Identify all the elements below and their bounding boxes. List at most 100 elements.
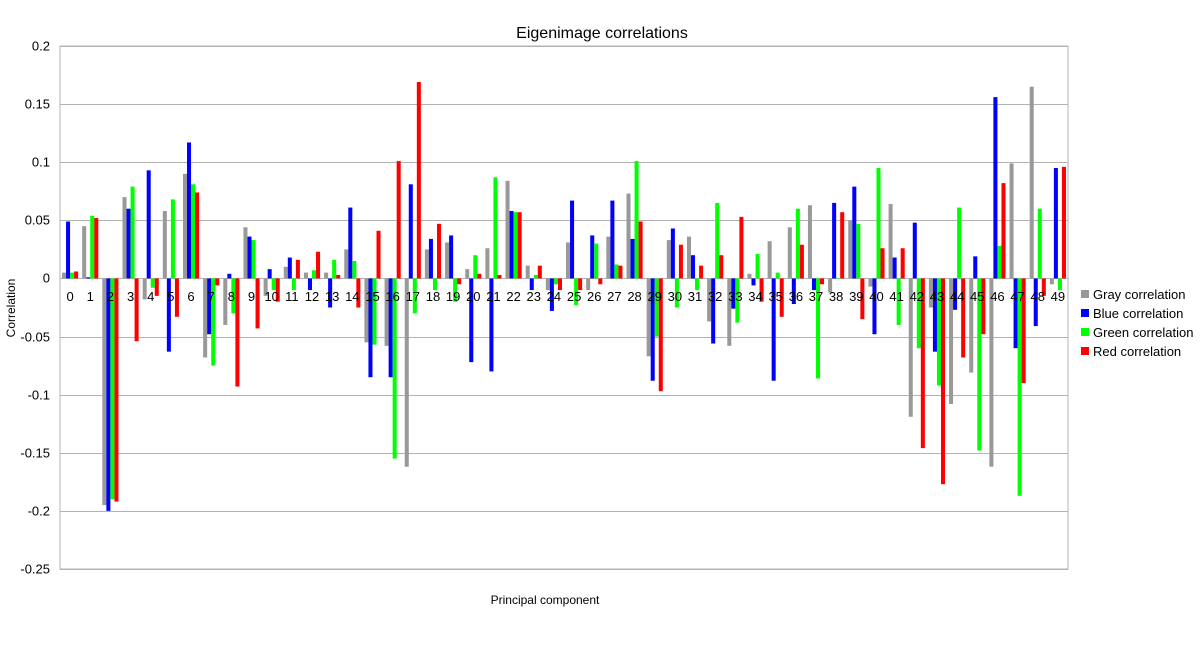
bar bbox=[711, 278, 716, 344]
bar bbox=[74, 271, 79, 279]
bar bbox=[989, 278, 994, 467]
bar bbox=[392, 278, 397, 459]
y-tick-label: -0.15 bbox=[20, 446, 50, 461]
y-tick-label: 0.05 bbox=[25, 213, 50, 228]
bar bbox=[62, 272, 67, 279]
bar bbox=[626, 193, 631, 279]
bar bbox=[146, 170, 151, 279]
bar bbox=[908, 278, 913, 417]
x-tick-label: 49 bbox=[1051, 289, 1065, 304]
bar bbox=[368, 278, 373, 378]
bar bbox=[759, 278, 764, 302]
bar bbox=[727, 278, 732, 346]
bar bbox=[170, 199, 175, 279]
bar bbox=[82, 226, 87, 279]
bar bbox=[364, 278, 369, 343]
bar bbox=[215, 278, 220, 286]
bar bbox=[1033, 278, 1038, 327]
bar bbox=[799, 244, 804, 279]
bar bbox=[1041, 278, 1046, 296]
y-tick-label: -0.2 bbox=[28, 504, 50, 519]
bar bbox=[916, 278, 921, 349]
y-tick-label: 0.15 bbox=[25, 97, 50, 112]
bar bbox=[1049, 278, 1054, 285]
bar bbox=[650, 278, 655, 381]
bar bbox=[860, 278, 865, 320]
bars bbox=[62, 82, 1066, 511]
legend-swatch bbox=[1081, 347, 1089, 355]
bar bbox=[150, 278, 155, 288]
bar bbox=[993, 97, 998, 279]
bar bbox=[848, 220, 853, 279]
bar bbox=[316, 251, 321, 279]
bar bbox=[872, 278, 877, 335]
x-tick-label: 21 bbox=[486, 289, 500, 304]
bar bbox=[731, 278, 736, 309]
bar bbox=[1029, 86, 1034, 279]
y-tick-label: 0 bbox=[43, 271, 50, 286]
bar bbox=[610, 200, 615, 279]
bar bbox=[739, 216, 744, 279]
bar bbox=[932, 278, 937, 352]
legend-entry: Green correlation bbox=[1093, 325, 1193, 340]
x-tick-label: 5 bbox=[167, 289, 174, 304]
bar bbox=[1013, 278, 1018, 349]
x-tick-label: 27 bbox=[607, 289, 621, 304]
bar bbox=[533, 274, 538, 279]
x-tick-label: 3 bbox=[127, 289, 134, 304]
bar bbox=[162, 211, 167, 279]
bar bbox=[247, 236, 252, 279]
bar bbox=[674, 278, 679, 308]
bar bbox=[130, 186, 135, 279]
bar bbox=[211, 278, 216, 366]
bar bbox=[957, 207, 962, 279]
x-tick-label: 43 bbox=[930, 289, 944, 304]
bar bbox=[513, 212, 518, 279]
bar bbox=[66, 221, 71, 279]
bar bbox=[287, 257, 292, 279]
bar bbox=[816, 278, 821, 379]
x-tick-label: 25 bbox=[567, 289, 581, 304]
bar bbox=[888, 204, 893, 279]
bar bbox=[267, 269, 272, 279]
bar bbox=[416, 82, 421, 279]
bar bbox=[928, 278, 933, 308]
bar bbox=[678, 244, 683, 279]
bar bbox=[312, 270, 317, 279]
bar bbox=[630, 238, 635, 279]
bar bbox=[828, 278, 833, 293]
x-tick-label: 28 bbox=[627, 289, 641, 304]
bar bbox=[344, 249, 349, 279]
chart-title: Eigenimage correlations bbox=[516, 25, 688, 42]
y-axis-label: Correlation bbox=[4, 279, 18, 338]
bar bbox=[517, 212, 522, 279]
x-tick-label: 36 bbox=[789, 289, 803, 304]
bar bbox=[263, 278, 268, 296]
bar bbox=[545, 278, 550, 291]
bar bbox=[356, 278, 361, 308]
x-tick-label: 26 bbox=[587, 289, 601, 304]
bar bbox=[235, 278, 240, 387]
bar bbox=[1061, 166, 1066, 279]
x-tick-label: 1 bbox=[87, 289, 94, 304]
bar bbox=[570, 200, 575, 279]
bar bbox=[1053, 168, 1058, 279]
bar bbox=[231, 278, 236, 314]
bar bbox=[578, 278, 583, 291]
bar bbox=[751, 278, 756, 286]
x-tick-label: 48 bbox=[1031, 289, 1045, 304]
bar bbox=[820, 278, 825, 285]
bar bbox=[525, 265, 530, 279]
bar bbox=[646, 278, 651, 357]
bar bbox=[203, 278, 208, 358]
bar bbox=[771, 278, 776, 381]
bar bbox=[981, 278, 986, 335]
bar bbox=[505, 180, 510, 279]
bar bbox=[396, 161, 401, 279]
bar bbox=[102, 278, 107, 506]
bar bbox=[424, 249, 429, 279]
x-tick-label: 31 bbox=[688, 289, 702, 304]
bar bbox=[686, 236, 692, 279]
bar bbox=[388, 278, 393, 378]
y-tick-label: 0.2 bbox=[32, 39, 50, 54]
